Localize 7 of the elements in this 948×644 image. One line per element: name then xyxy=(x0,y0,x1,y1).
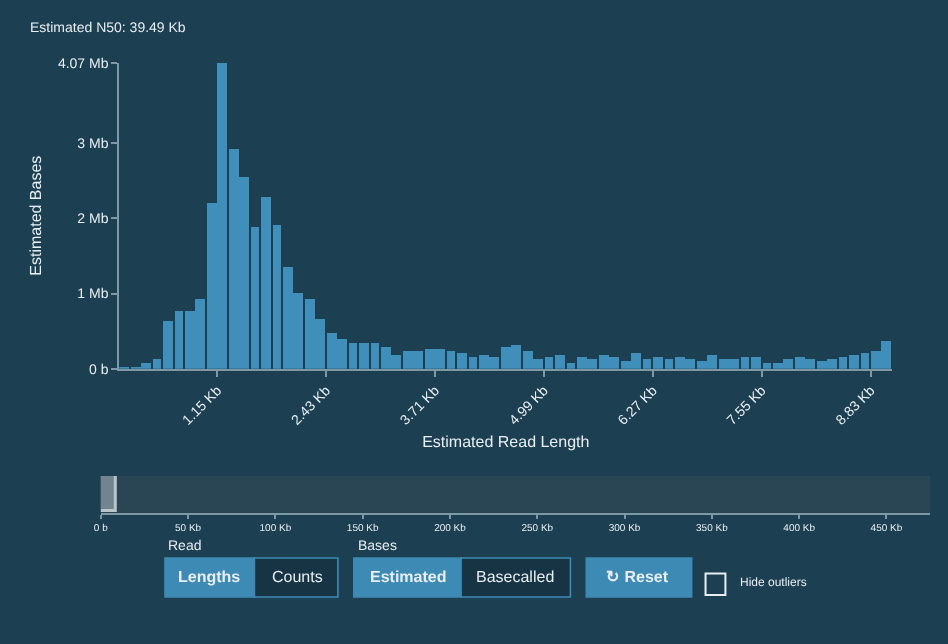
text: Counts xyxy=(272,568,323,586)
text: Basecalled xyxy=(476,568,555,586)
y-axis-title: Estimated Bases xyxy=(27,155,46,276)
text: ↻ Reset xyxy=(606,568,669,586)
text: Lengths xyxy=(178,568,242,586)
x-axis-title: Estimated Read Length xyxy=(422,432,590,451)
text: Estimated xyxy=(370,568,447,586)
